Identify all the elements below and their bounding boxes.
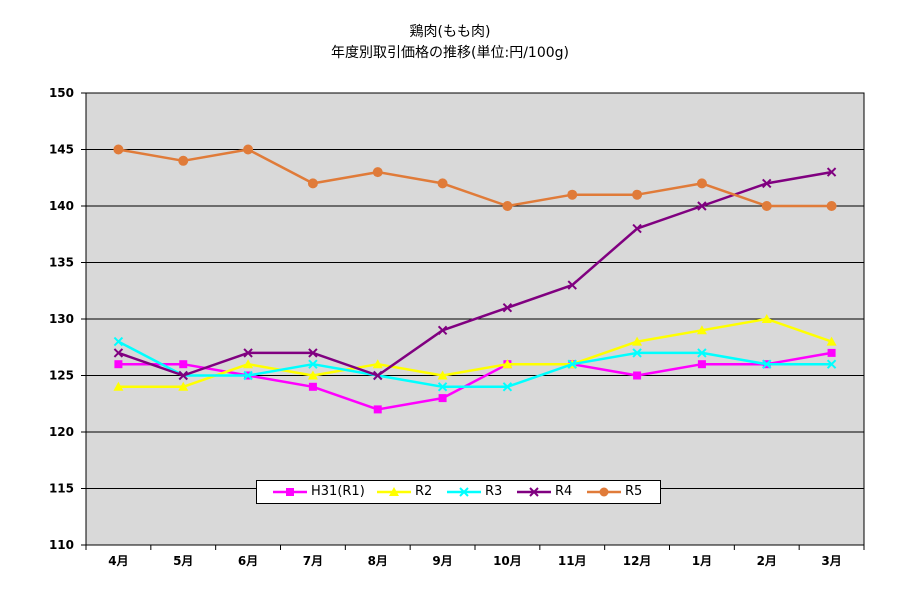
y-axis-ticks: 110 115 120 125 130 135 140 145 150 — [49, 86, 86, 552]
data-point-2-5 — [437, 382, 448, 392]
y-tick-label-140: 140 — [49, 199, 74, 213]
x-tick-label-0: 4月 — [108, 554, 128, 568]
data-point-3-1 — [178, 370, 188, 381]
data-point-2-6 — [502, 382, 513, 392]
series-line-3 — [118, 170, 832, 377]
data-point-1-9 — [696, 325, 707, 335]
legend-marker-h31 — [273, 488, 307, 496]
data-point-4-0 — [113, 144, 124, 155]
data-point-2-0 — [113, 336, 124, 347]
x-tick-label-1: 5月 — [173, 554, 193, 568]
data-point-0-3 — [308, 382, 317, 391]
data-point-3-11 — [826, 167, 837, 177]
chart-title: 鶏肉(もも肉) 年度別取引価格の推移(単位:円/100g) — [0, 22, 900, 64]
data-point-0-11 — [827, 348, 836, 357]
y-tick-label-150: 150 — [49, 86, 74, 100]
y-tick-label-145: 145 — [49, 143, 74, 157]
data-point-4-11 — [826, 201, 837, 211]
data-point-2-2 — [243, 370, 253, 381]
data-point-0-5 — [438, 394, 447, 403]
y-tick-label-115: 115 — [49, 482, 74, 496]
data-point-4-6 — [502, 201, 513, 211]
data-point-1-2 — [243, 359, 254, 369]
data-point-4-5 — [437, 178, 448, 189]
data-point-4-3 — [307, 178, 318, 189]
data-point-2-11 — [826, 359, 837, 369]
legend-marker-r3 — [447, 487, 481, 497]
data-point-3-6 — [502, 302, 513, 313]
series-line-1 — [118, 317, 832, 389]
data-point-2-10 — [762, 359, 772, 369]
legend-label-r4: R4 — [555, 484, 573, 499]
data-point-1-1 — [178, 381, 189, 391]
x-tick-label-5: 9月 — [432, 554, 452, 568]
data-point-1-11 — [826, 336, 837, 346]
data-point-0-0 — [114, 360, 123, 369]
data-point-0-4 — [373, 405, 382, 414]
series-lines — [113, 144, 837, 414]
data-point-0-9 — [697, 360, 706, 369]
legend-marker-r4 — [517, 487, 551, 497]
data-point-4-9 — [696, 178, 707, 189]
legend-marker-r5 — [587, 487, 621, 497]
x-tick-label-7: 11月 — [558, 554, 587, 568]
legend-label-r3: R3 — [485, 484, 503, 499]
data-point-4-8 — [632, 189, 643, 200]
data-point-3-0 — [113, 348, 124, 358]
data-point-2-9 — [697, 348, 707, 358]
data-point-3-8 — [632, 223, 642, 234]
x-tick-label-6: 10月 — [493, 554, 522, 568]
y-tick-label-125: 125 — [49, 369, 74, 383]
data-point-1-8 — [632, 336, 643, 346]
data-point-3-4 — [373, 370, 383, 381]
data-point-4-10 — [761, 201, 772, 211]
data-point-4-2 — [243, 144, 254, 155]
y-tick-label-120: 120 — [49, 425, 74, 439]
chart-title-line2: 年度別取引価格の推移(単位:円/100g) — [331, 45, 569, 61]
legend-label-h31: H31(R1) — [311, 484, 365, 499]
data-point-3-9 — [697, 201, 707, 211]
x-tick-label-4: 8月 — [368, 554, 388, 568]
x-tick-label-9: 1月 — [692, 554, 712, 568]
series-line-4 — [118, 148, 832, 208]
x-tick-label-11: 3月 — [821, 554, 841, 568]
x-axis-ticks: 4月 5月 6月 7月 8月 9月 10月 11月 12月 1月 2月 3月 — [85, 545, 865, 568]
data-point-3-10 — [762, 178, 772, 189]
data-point-4-1 — [178, 155, 189, 166]
data-point-3-2 — [243, 348, 253, 358]
legend-label-r2: R2 — [415, 484, 433, 499]
legend-marker-r2 — [377, 487, 411, 496]
data-point-2-3 — [308, 359, 318, 369]
series-line-2 — [117, 340, 832, 389]
legend-label-r5: R5 — [625, 484, 643, 499]
data-point-0-1 — [179, 360, 188, 369]
y-tick-label-135: 135 — [49, 256, 74, 270]
legend: H31(R1) R2 R3 R4 R5 — [256, 480, 661, 504]
data-point-1-5 — [437, 370, 448, 380]
x-tick-label-2: 6月 — [238, 554, 258, 568]
x-tick-label-10: 2月 — [757, 554, 777, 568]
x-tick-label-3: 7月 — [303, 554, 323, 568]
series-line-0 — [118, 351, 832, 411]
data-point-4-7 — [567, 189, 578, 200]
data-point-2-8 — [632, 348, 642, 358]
y-tick-label-130: 130 — [49, 312, 74, 326]
x-tick-label-8: 12月 — [623, 554, 652, 568]
data-point-1-0 — [113, 381, 124, 391]
chart-title-line1: 鶏肉(もも肉) — [409, 24, 491, 40]
data-point-1-6 — [502, 359, 513, 369]
data-point-3-3 — [308, 348, 318, 358]
data-point-4-4 — [372, 167, 383, 178]
y-tick-label-110: 110 — [49, 538, 74, 552]
data-point-3-7 — [567, 280, 577, 290]
data-point-1-4 — [372, 359, 383, 369]
data-point-1-10 — [761, 314, 772, 323]
data-point-3-5 — [437, 325, 448, 336]
data-point-1-3 — [307, 370, 318, 380]
data-point-2-7 — [567, 359, 577, 369]
data-point-0-8 — [633, 371, 642, 380]
